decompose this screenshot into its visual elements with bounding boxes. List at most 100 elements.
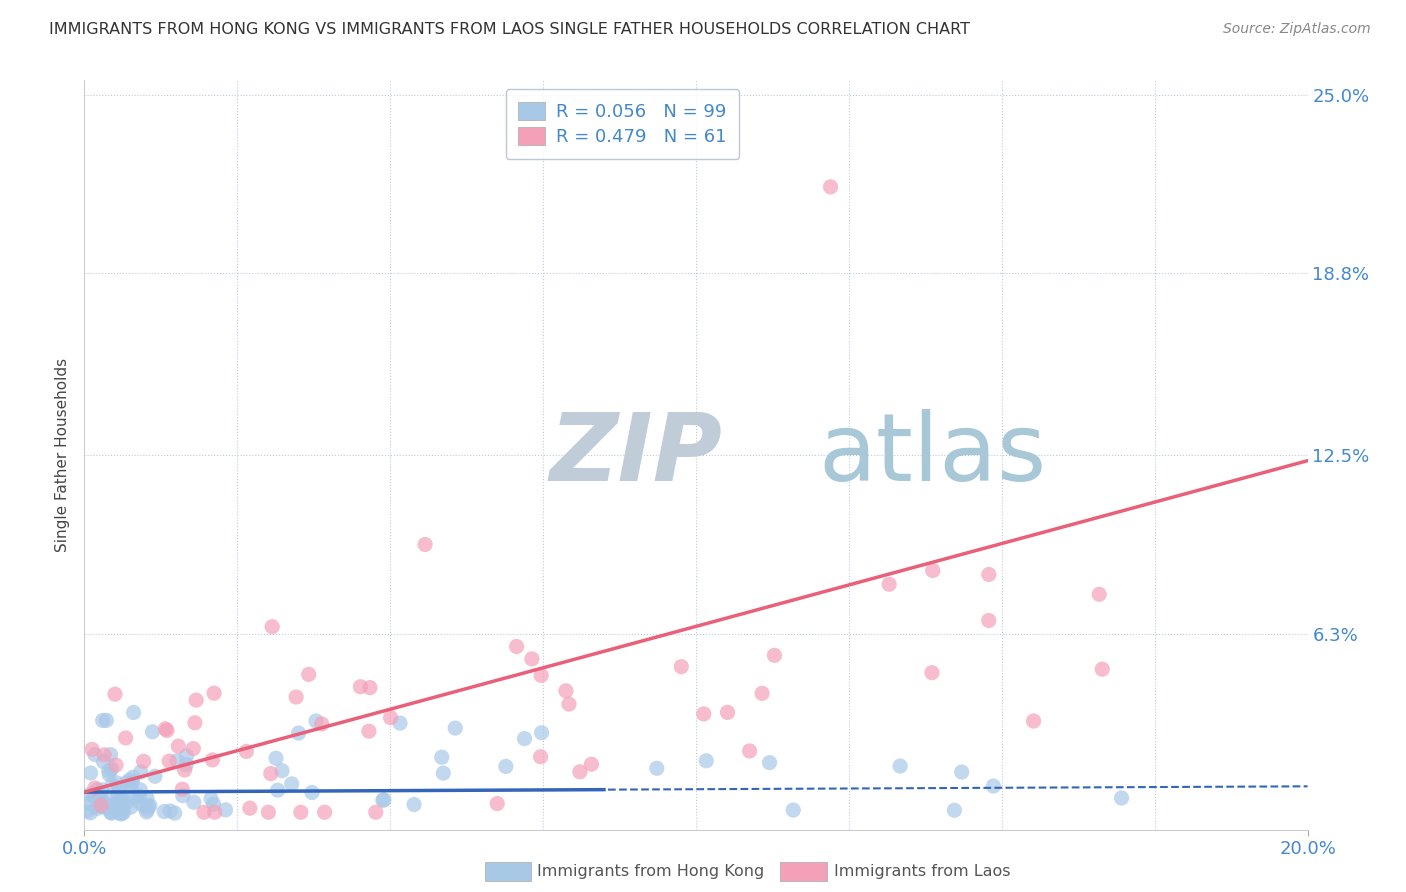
Point	[530, 725, 553, 739]
Point	[671, 659, 693, 673]
Point	[143, 769, 166, 783]
Point	[202, 797, 225, 812]
Point	[108, 780, 131, 795]
Point	[87, 794, 110, 808]
Point	[131, 798, 153, 813]
Point	[389, 716, 412, 731]
Point	[136, 799, 159, 814]
Point	[204, 805, 226, 820]
Point	[820, 180, 842, 194]
Point	[183, 795, 205, 809]
Point	[950, 764, 973, 779]
Point	[172, 782, 194, 797]
Point	[93, 747, 115, 762]
Point	[176, 749, 198, 764]
Point	[581, 757, 603, 772]
Point	[716, 706, 738, 720]
Point	[200, 791, 222, 805]
Point	[135, 805, 157, 819]
Point	[121, 774, 143, 789]
Point	[486, 797, 509, 811]
Point	[79, 805, 101, 820]
Point	[921, 665, 943, 680]
Point	[264, 751, 287, 765]
Point	[105, 776, 128, 790]
Point	[97, 764, 120, 778]
Point	[877, 577, 900, 591]
Point	[645, 761, 668, 775]
Point	[139, 798, 162, 813]
Point	[93, 755, 115, 769]
Point	[430, 750, 453, 764]
Point	[111, 800, 134, 814]
Point	[84, 780, 107, 795]
Point	[444, 721, 467, 735]
Point	[193, 805, 215, 820]
Point	[156, 723, 179, 738]
Point	[184, 715, 207, 730]
Point	[90, 798, 112, 813]
Point	[285, 690, 308, 704]
Point	[153, 805, 176, 819]
Point	[172, 789, 194, 803]
Point	[86, 782, 108, 797]
Point	[94, 797, 117, 811]
Point	[364, 805, 387, 820]
Point	[202, 686, 225, 700]
Point	[174, 757, 197, 772]
Point	[763, 648, 786, 663]
Point	[122, 770, 145, 784]
Point	[305, 714, 328, 728]
Point	[186, 693, 208, 707]
Point	[693, 706, 716, 721]
Point	[83, 789, 105, 803]
Point	[214, 803, 236, 817]
Point	[118, 773, 141, 788]
Point	[520, 652, 543, 666]
Legend: R = 0.056   N = 99, R = 0.479   N = 61: R = 0.056 N = 99, R = 0.479 N = 61	[506, 89, 740, 159]
Point	[110, 806, 132, 821]
Point	[402, 797, 425, 812]
Point	[371, 793, 394, 807]
Point	[84, 747, 107, 762]
Point	[260, 766, 283, 780]
Point	[101, 778, 124, 792]
Point	[100, 799, 122, 814]
Point	[977, 614, 1000, 628]
Point	[96, 714, 118, 728]
Point	[555, 683, 578, 698]
Point	[91, 714, 114, 728]
Text: Source: ZipAtlas.com: Source: ZipAtlas.com	[1223, 22, 1371, 37]
Point	[101, 804, 124, 818]
Point	[129, 783, 152, 797]
Point	[257, 805, 280, 820]
Point	[921, 564, 943, 578]
Point	[413, 537, 436, 551]
Point	[155, 722, 177, 736]
Point	[129, 764, 152, 779]
Point	[311, 717, 333, 731]
Point	[314, 805, 336, 820]
Point	[266, 783, 288, 797]
Text: Immigrants from Laos: Immigrants from Laos	[834, 864, 1011, 879]
Point	[100, 747, 122, 762]
Point	[91, 783, 114, 797]
Point	[380, 710, 402, 724]
Point	[1022, 714, 1045, 728]
Point	[105, 789, 128, 804]
Point	[77, 788, 100, 802]
Point	[568, 764, 591, 779]
Point	[529, 749, 551, 764]
Point	[110, 806, 132, 821]
Point	[80, 742, 103, 756]
Point	[167, 739, 190, 753]
Point	[132, 755, 155, 769]
Point	[235, 744, 257, 758]
Point	[104, 687, 127, 701]
Point	[76, 804, 98, 818]
Point	[101, 798, 124, 813]
Y-axis label: Single Father Households: Single Father Households	[55, 358, 70, 552]
Point	[1111, 791, 1133, 805]
Point	[107, 787, 129, 801]
Point	[107, 794, 129, 808]
